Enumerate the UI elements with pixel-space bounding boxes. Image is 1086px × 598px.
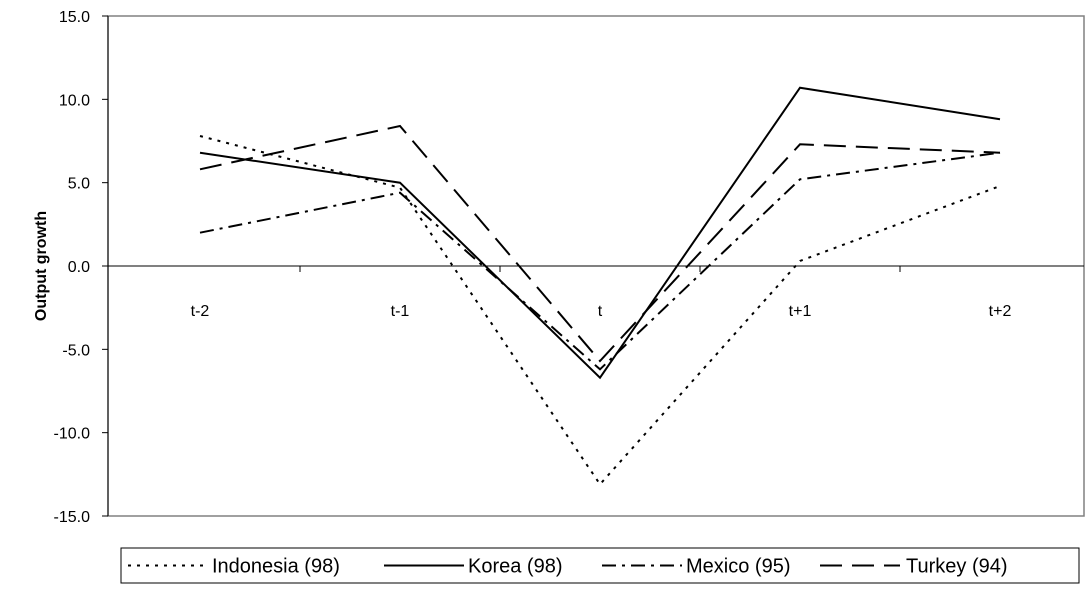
y-tick-label: 15.0	[59, 9, 90, 26]
y-tick-label: 10.0	[59, 92, 90, 109]
x-axis: t-2 t-1 t t+1 t+2	[108, 265, 1084, 320]
series-line-0	[199, 135, 1001, 486]
legend-box	[120, 547, 1080, 584]
y-tick-label: -5.0	[62, 342, 90, 359]
x-tick-label: t-1	[391, 303, 410, 320]
legend: Indonesia (98) Korea (98) Mexico (95) Turke…	[120, 547, 1080, 584]
series-layer	[199, 86, 1001, 486]
series-line-2	[199, 151, 1001, 371]
x-tick-label: t+2	[989, 303, 1012, 320]
legend-label-0: Indonesia (98)	[212, 556, 340, 578]
y-tick-label: 5.0	[68, 176, 90, 193]
y-tick-label: -10.0	[54, 426, 91, 443]
legend-label-3: Turkey (94)	[906, 556, 1008, 578]
legend-label-2: Mexico (95)	[686, 556, 790, 578]
series-line-3	[199, 124, 1001, 363]
y-axis: 15.0 10.0 5.0 0.0 -5.0 -10.0 -15.0	[54, 9, 109, 526]
x-tick-label: t	[598, 303, 603, 320]
x-tick-label: t-2	[191, 303, 210, 320]
y-tick-label: -15.0	[54, 509, 91, 526]
y-axis-label: Output growth	[33, 211, 50, 321]
series-line-1	[199, 86, 1001, 380]
legend-label-1: Korea (98)	[468, 556, 563, 578]
y-tick-label: 0.0	[68, 259, 90, 276]
x-tick-label: t+1	[789, 303, 812, 320]
